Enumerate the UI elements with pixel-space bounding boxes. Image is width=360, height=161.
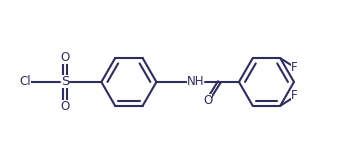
Text: O: O [203,94,212,107]
Text: O: O [60,51,69,64]
Text: NH: NH [187,76,204,89]
Text: F: F [291,90,297,103]
Text: S: S [61,76,69,89]
Text: Cl: Cl [19,76,31,89]
Text: F: F [291,62,297,75]
Text: O: O [60,100,69,113]
